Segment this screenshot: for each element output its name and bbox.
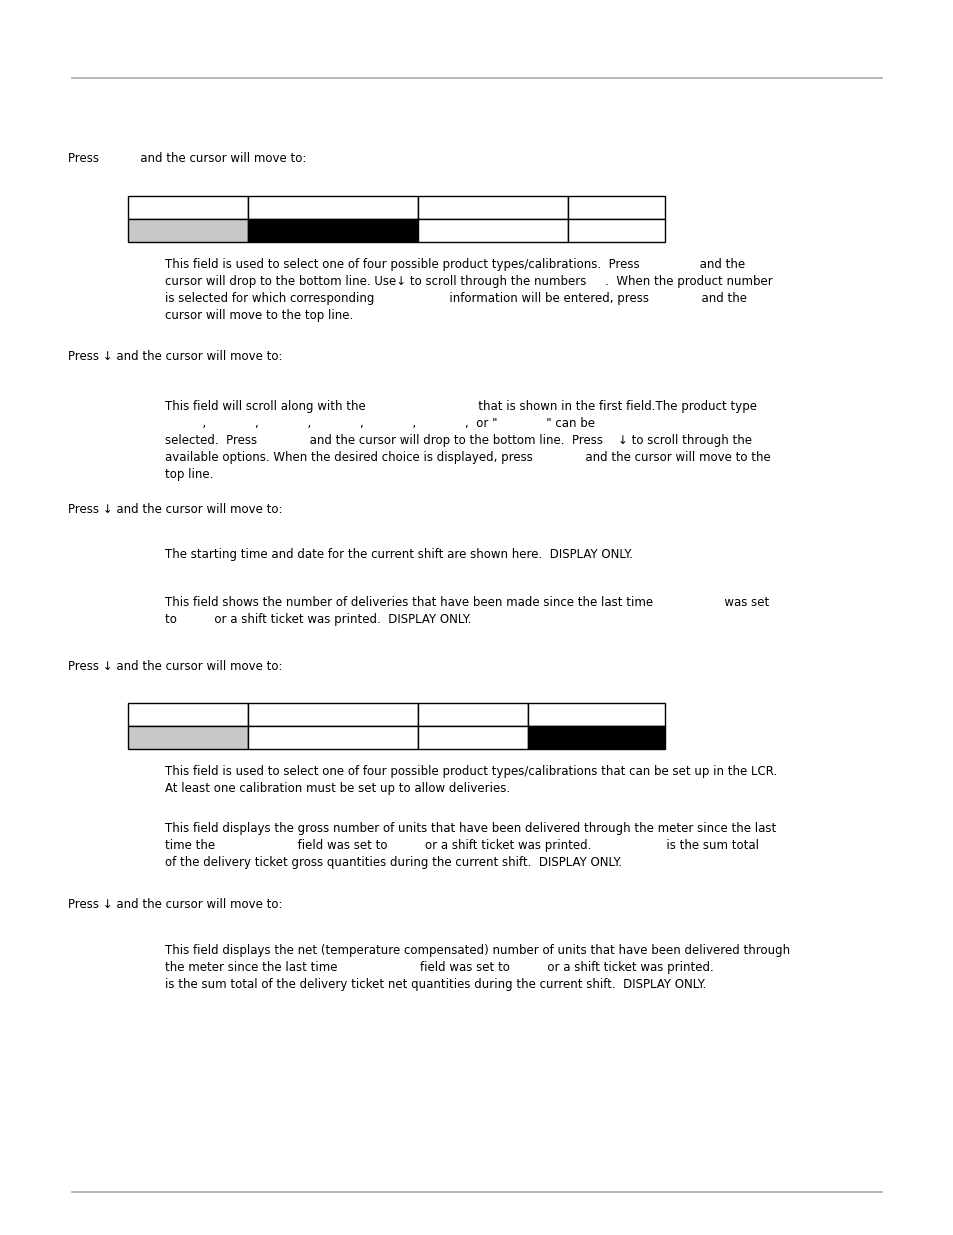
Bar	[128, 726, 248, 748]
Text: This field is used to select one of four possible product types/calibrations tha: This field is used to select one of four…	[165, 764, 777, 778]
Text: time the                      field was set to          or a shift ticket was pr: time the field was set to or a shift tic…	[165, 839, 759, 852]
Bar	[128, 219, 248, 242]
Text: The starting time and date for the current shift are shown here.  DISPLAY ONLY.: The starting time and date for the curre…	[165, 548, 632, 561]
Bar	[527, 703, 664, 726]
Text: Press ↓ and the cursor will move to:: Press ↓ and the cursor will move to:	[68, 503, 282, 516]
Text: Press ↓ and the cursor will move to:: Press ↓ and the cursor will move to:	[68, 659, 282, 673]
Text: cursor will move to the top line.: cursor will move to the top line.	[165, 309, 353, 322]
Bar	[417, 196, 567, 219]
Text: top line.: top line.	[165, 468, 213, 480]
Text: At least one calibration must be set up to allow deliveries.: At least one calibration must be set up …	[165, 782, 510, 795]
Text: Press           and the cursor will move to:: Press and the cursor will move to:	[68, 152, 306, 165]
Bar	[248, 726, 417, 748]
Text: is selected for which corresponding                    information will be enter: is selected for which corresponding info…	[165, 291, 746, 305]
Text: This field shows the number of deliveries that have been made since the last tim: This field shows the number of deliverie…	[165, 597, 768, 609]
Bar	[248, 196, 417, 219]
Bar	[248, 219, 417, 242]
Text: This field displays the gross number of units that have been delivered through t: This field displays the gross number of …	[165, 823, 776, 835]
Bar	[527, 726, 664, 748]
Bar	[417, 219, 567, 242]
Text: of the delivery ticket gross quantities during the current shift.  DISPLAY ONLY.: of the delivery ticket gross quantities …	[165, 856, 621, 869]
Bar	[417, 726, 527, 748]
Text: Press ↓ and the cursor will move to:: Press ↓ and the cursor will move to:	[68, 898, 282, 911]
Bar	[567, 219, 664, 242]
Text: selected.  Press              and the cursor will drop to the bottom line.  Pres: selected. Press and the cursor will drop…	[165, 433, 751, 447]
Text: ,             ,             ,             ,             ,             ,  or "   : , , , , , , or "	[165, 417, 595, 430]
Text: Press ↓ and the cursor will move to:: Press ↓ and the cursor will move to:	[68, 350, 282, 363]
Bar	[128, 196, 248, 219]
Bar	[417, 703, 527, 726]
Text: available options. When the desired choice is displayed, press              and : available options. When the desired choi…	[165, 451, 770, 464]
Text: This field will scroll along with the                              that is shown: This field will scroll along with the th…	[165, 400, 757, 412]
Text: to          or a shift ticket was printed.  DISPLAY ONLY.: to or a shift ticket was printed. DISPLA…	[165, 613, 471, 626]
Bar	[567, 196, 664, 219]
Bar	[248, 703, 417, 726]
Text: This field is used to select one of four possible product types/calibrations.  P: This field is used to select one of four…	[165, 258, 744, 270]
Text: is the sum total of the delivery ticket net quantities during the current shift.: is the sum total of the delivery ticket …	[165, 978, 705, 990]
Text: the meter since the last time                      field was set to          or : the meter since the last time field was …	[165, 961, 713, 974]
Text: This field displays the net (temperature compensated) number of units that have : This field displays the net (temperature…	[165, 944, 789, 957]
Bar	[128, 703, 248, 726]
Text: cursor will drop to the bottom line. Use↓ to scroll through the numbers     .  W: cursor will drop to the bottom line. Use…	[165, 275, 772, 288]
